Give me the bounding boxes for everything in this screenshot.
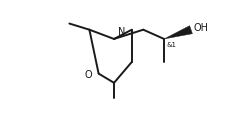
Text: OH: OH xyxy=(193,23,207,33)
Polygon shape xyxy=(163,26,192,39)
Text: &1: &1 xyxy=(166,42,176,48)
Text: O: O xyxy=(85,70,92,80)
Text: N: N xyxy=(117,27,125,37)
